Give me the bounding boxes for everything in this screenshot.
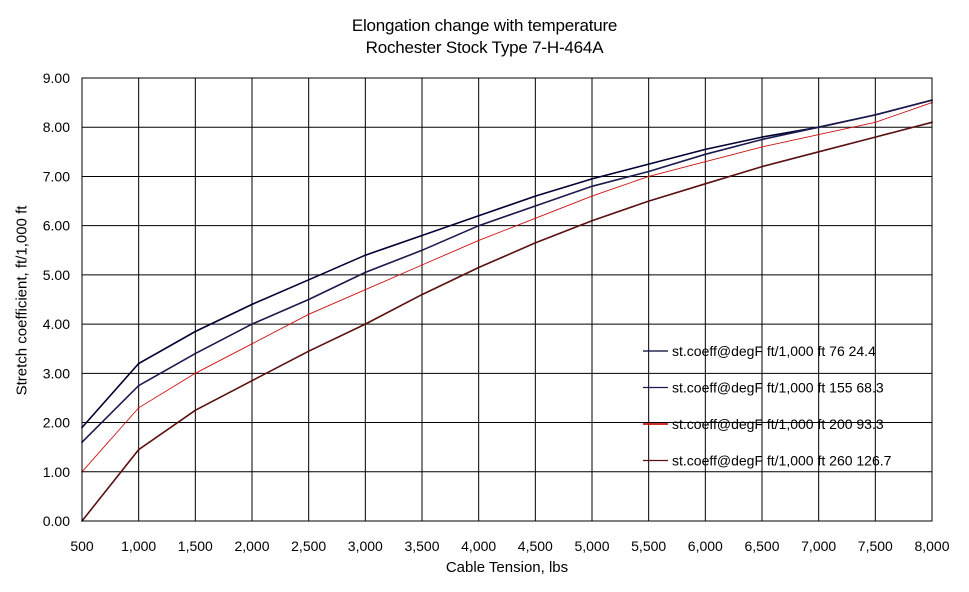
data-point	[194, 330, 197, 333]
x-tick-label: 6,000	[688, 538, 723, 554]
y-tick-label: 7.00	[43, 168, 70, 184]
data-point	[137, 362, 140, 365]
series-line-2	[81, 99, 933, 443]
data-point	[137, 406, 140, 409]
y-tick-label: 5.00	[43, 267, 70, 283]
data-point	[591, 219, 593, 222]
data-point	[591, 195, 593, 198]
data-point	[591, 185, 593, 188]
data-point	[647, 200, 650, 202]
data-point	[307, 278, 310, 281]
data-point	[364, 288, 367, 291]
chart-subtitle: Rochester Stock Type 7-H-464A	[365, 38, 604, 57]
data-point	[421, 234, 423, 237]
data-point	[874, 114, 877, 116]
x-tick-label: 3,000	[348, 538, 383, 554]
y-tick-label: 3.00	[43, 365, 70, 381]
x-tick-label: 5,000	[574, 538, 609, 554]
data-point	[477, 266, 480, 269]
data-point	[817, 126, 820, 129]
data-point	[251, 323, 253, 326]
series-line-3	[81, 102, 933, 473]
x-tick-label: 1,500	[178, 538, 213, 554]
legend-entry: st.coeff@degF ft/1,000 ft 200 93.3	[672, 416, 884, 432]
data-point	[534, 195, 537, 198]
x-tick-label: 3,500	[404, 538, 439, 554]
data-point	[307, 313, 310, 316]
data-point	[704, 148, 707, 151]
y-tick-label: 0.00	[43, 513, 70, 529]
chart-title: Elongation change with temperature	[351, 16, 618, 35]
data-point	[364, 254, 367, 257]
series-line-1	[81, 99, 933, 429]
data-point	[137, 448, 140, 451]
x-tick-label: 4,000	[461, 538, 496, 554]
data-point	[421, 249, 423, 252]
data-point	[307, 298, 310, 301]
legend-entry: st.coeff@degF ft/1,000 ft 260 126.7	[672, 453, 892, 469]
x-tick-label: 4,500	[518, 538, 553, 554]
y-tick-label: 6.00	[43, 218, 70, 234]
x-tick-label: 8,000	[914, 538, 949, 554]
legend-entry: st.coeff@degF ft/1,000 ft 76 24.4	[672, 343, 876, 359]
data-point	[194, 409, 197, 412]
data-point	[364, 323, 367, 326]
data-point	[477, 239, 480, 242]
data-point	[647, 170, 650, 173]
data-point	[534, 205, 537, 207]
data-point	[817, 133, 820, 136]
y-tick-label: 9.00	[43, 70, 70, 86]
data-point	[251, 303, 253, 306]
data-point	[817, 150, 820, 153]
data-point	[477, 224, 480, 227]
x-tick-label: 1,000	[121, 538, 156, 554]
y-tick-label: 2.00	[43, 415, 70, 431]
data-point	[761, 138, 763, 141]
data-point	[534, 241, 537, 244]
series-line-4	[81, 121, 933, 522]
data-point	[421, 264, 423, 266]
data-point	[194, 352, 197, 355]
data-point	[307, 350, 310, 353]
x-tick-label: 7,500	[858, 538, 893, 554]
data-point	[477, 214, 480, 217]
x-tick-label: 7,000	[801, 538, 836, 554]
data-point	[591, 178, 593, 180]
data-point	[251, 379, 253, 382]
data-point	[194, 372, 197, 375]
data-point	[761, 146, 763, 148]
data-point	[421, 293, 423, 296]
data-point	[251, 342, 253, 345]
data-point	[647, 163, 650, 166]
x-tick-label: 6,500	[744, 538, 779, 554]
y-tick-label: 8.00	[43, 119, 70, 135]
x-tick-label: 2,500	[291, 538, 326, 554]
data-point	[647, 175, 650, 178]
data-point	[874, 121, 877, 124]
data-point	[364, 271, 367, 274]
x-tick-label: 2,000	[234, 538, 269, 554]
data-point	[534, 217, 537, 220]
legend-entry: st.coeff@degF ft/1,000 ft 155 68.3	[672, 380, 884, 396]
data-point	[704, 160, 707, 163]
y-tick-label: 1.00	[43, 464, 70, 480]
x-axis-label: Cable Tension, lbs	[445, 559, 569, 576]
data-point	[761, 165, 763, 168]
x-tick-label: 5,500	[631, 538, 666, 554]
data-point	[704, 182, 707, 185]
data-point	[874, 136, 877, 138]
x-tick-label: 500	[70, 538, 94, 554]
data-point	[704, 153, 707, 156]
data-point	[137, 384, 140, 387]
data-point	[761, 136, 763, 138]
y-axis-label: Stretch coefficient, ft/1,000 ft	[13, 205, 31, 396]
y-tick-label: 4.00	[43, 316, 70, 332]
